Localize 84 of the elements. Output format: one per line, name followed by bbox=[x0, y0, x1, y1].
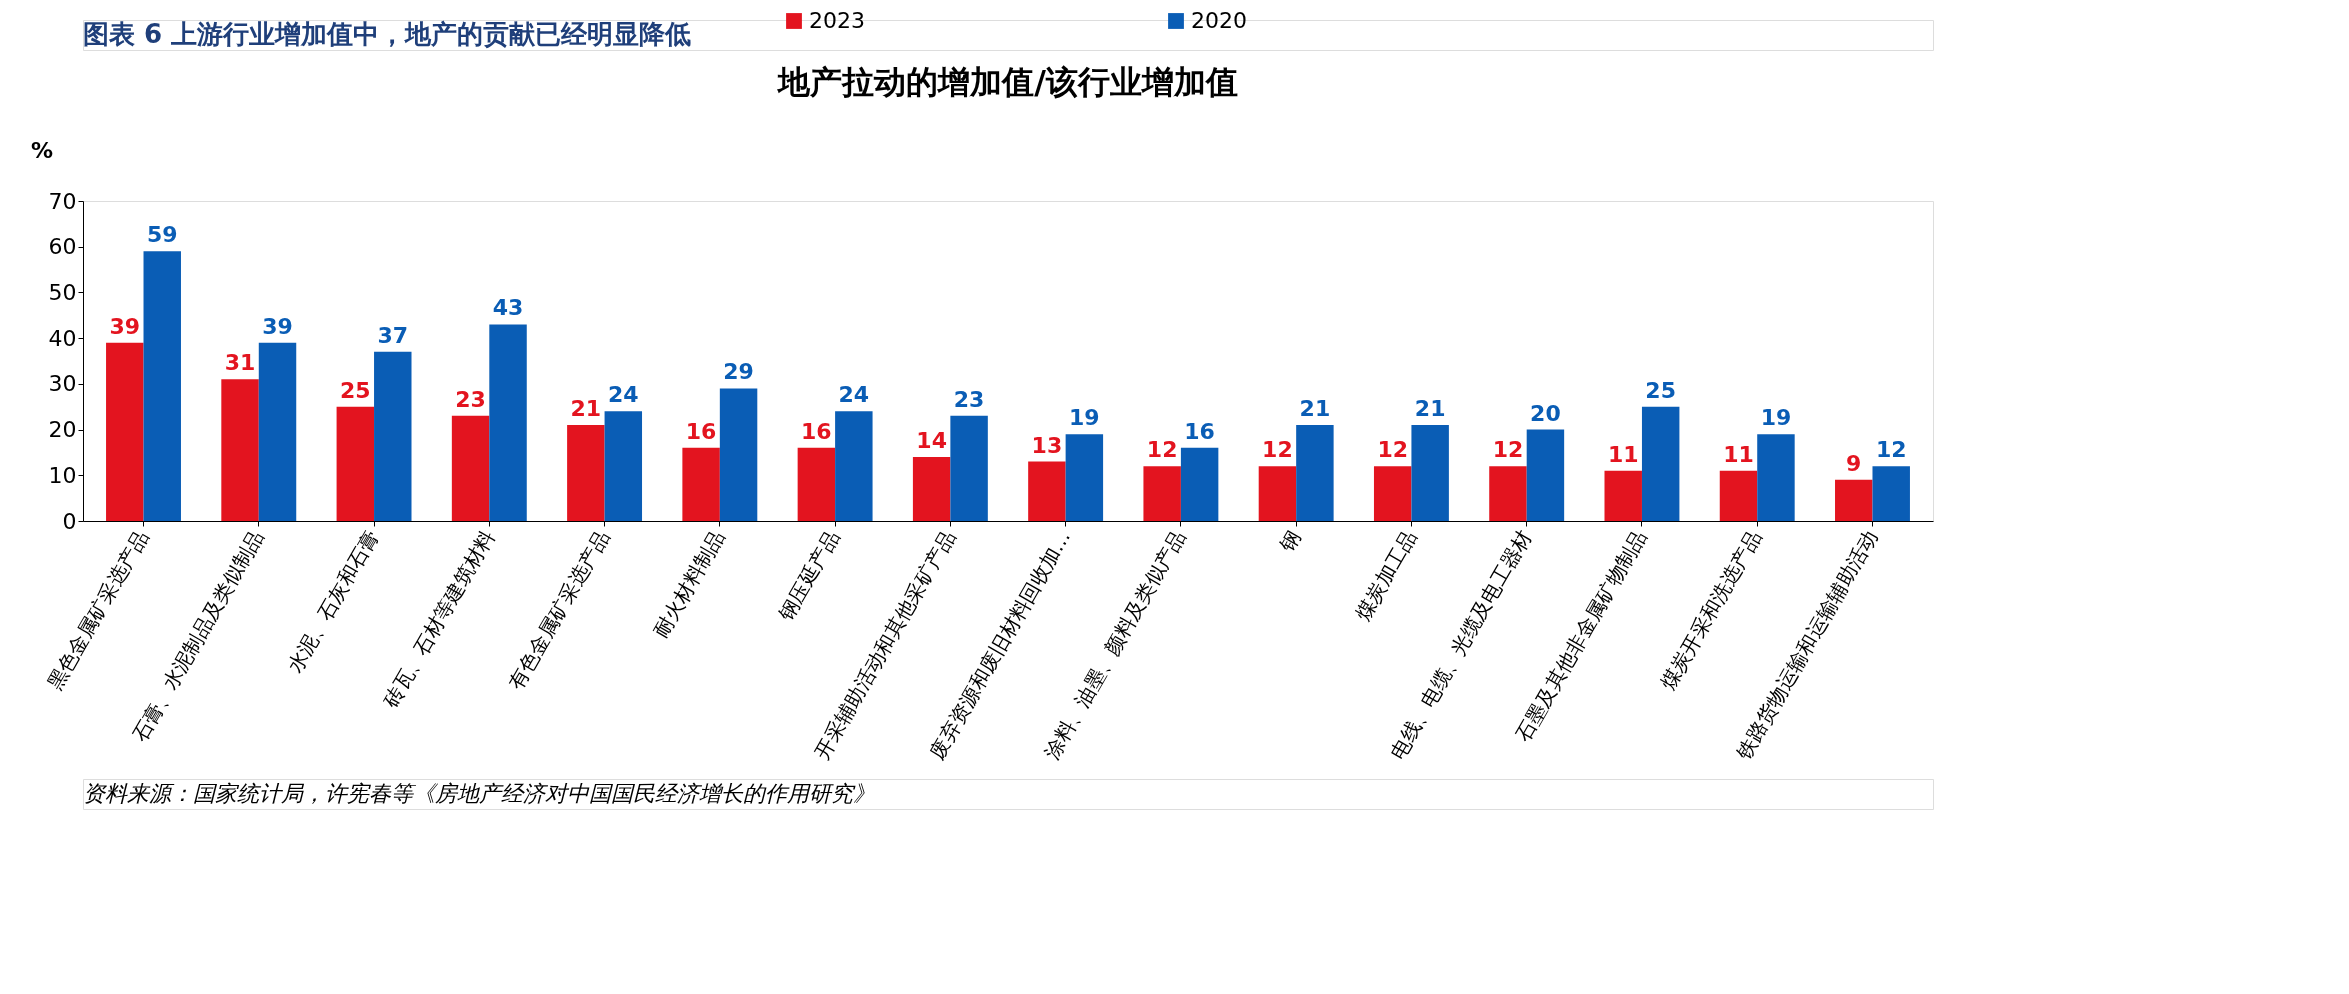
data-label: 25 bbox=[1645, 377, 1676, 403]
data-label: 16 bbox=[1184, 418, 1215, 444]
bar bbox=[1028, 461, 1066, 521]
data-label: 20 bbox=[1530, 400, 1561, 426]
bar bbox=[1296, 425, 1334, 521]
bar bbox=[258, 342, 297, 521]
bar bbox=[106, 342, 144, 521]
data-label: 39 bbox=[109, 313, 141, 339]
data-label: 12 bbox=[1875, 437, 1907, 463]
bar bbox=[950, 415, 988, 521]
bar bbox=[336, 406, 375, 521]
data-label: 21 bbox=[570, 396, 602, 421]
data-label: 29 bbox=[723, 359, 754, 385]
bar bbox=[1835, 479, 1873, 521]
bar bbox=[1526, 429, 1565, 521]
bar bbox=[1719, 470, 1758, 521]
data-label: 39 bbox=[262, 313, 293, 339]
data-label: 25 bbox=[340, 377, 371, 403]
y-tick-label: 60 bbox=[48, 234, 77, 260]
bar bbox=[1872, 466, 1910, 521]
data-label: 37 bbox=[377, 322, 409, 348]
y-tick-label: 30 bbox=[48, 371, 77, 397]
bar bbox=[1489, 466, 1527, 521]
data-label: 16 bbox=[801, 418, 832, 444]
x-tick-label: 有色金属矿采选产品 bbox=[503, 526, 615, 694]
x-tick-label: 钢 bbox=[1274, 526, 1306, 557]
data-label: 11 bbox=[1607, 441, 1639, 467]
y-tick-label: 20 bbox=[48, 417, 77, 443]
bar bbox=[1604, 470, 1642, 521]
x-tick-label: 煤炭加工品 bbox=[1350, 526, 1421, 625]
data-label: 43 bbox=[492, 295, 524, 321]
data-label: 24 bbox=[607, 382, 639, 408]
data-label: 11 bbox=[1723, 441, 1754, 467]
y-tick-label: 0 bbox=[62, 508, 77, 534]
data-label: 12 bbox=[1146, 437, 1178, 463]
x-tick-label: 钢压延产品 bbox=[773, 526, 845, 626]
chart-title: 图表 6 上游行业增加值中，地产的贡献已经明显降低 bbox=[83, 19, 692, 49]
data-label: 16 bbox=[685, 418, 717, 444]
bar bbox=[143, 251, 181, 521]
data-label: 14 bbox=[916, 428, 947, 453]
data-label: 12 bbox=[1492, 437, 1524, 463]
data-label: 59 bbox=[146, 222, 178, 248]
bar bbox=[451, 415, 490, 521]
data-label: 23 bbox=[455, 386, 486, 412]
data-label: 13 bbox=[1031, 432, 1063, 458]
legend-label: 2023 bbox=[809, 8, 865, 33]
data-label: 21 bbox=[1414, 396, 1446, 421]
text: 资料来源：国家统计局，许宪春等《房地产经济对中国国民经济增长的作用研究》 bbox=[83, 781, 875, 806]
x-tick-label: 煤炭开采和洗选产品 bbox=[1655, 526, 1767, 694]
data-label: 12 bbox=[1377, 437, 1409, 463]
bar bbox=[719, 388, 758, 521]
bar bbox=[1373, 466, 1412, 521]
data-label: 19 bbox=[1760, 405, 1792, 431]
y-tick-label: 40 bbox=[48, 325, 77, 351]
bar bbox=[912, 457, 951, 521]
bar bbox=[682, 447, 720, 521]
y-tick-label: 50 bbox=[48, 279, 77, 305]
bar bbox=[1065, 434, 1104, 521]
data-label: 21 bbox=[1299, 396, 1331, 421]
data-label: 12 bbox=[1262, 437, 1293, 463]
data-label: 19 bbox=[1069, 405, 1100, 431]
bar bbox=[1143, 466, 1181, 521]
chart-subtitle: 地产拉动的增加值/该行业增加值 bbox=[776, 63, 1238, 101]
bar bbox=[489, 324, 527, 521]
bar bbox=[1757, 434, 1795, 521]
bar bbox=[835, 411, 873, 521]
bar bbox=[1258, 466, 1297, 521]
bar bbox=[374, 351, 412, 521]
data-label: 24 bbox=[838, 382, 870, 408]
bar bbox=[1411, 425, 1449, 521]
bar bbox=[1641, 406, 1680, 521]
bar bbox=[1180, 447, 1219, 521]
data-label: 9 bbox=[1846, 450, 1862, 476]
legend-label: 2020 bbox=[1191, 8, 1247, 33]
bar bbox=[567, 425, 605, 521]
bar bbox=[604, 411, 643, 521]
y-tick-label: 10 bbox=[48, 462, 77, 488]
x-tick-label: 耐火材料制品 bbox=[648, 526, 730, 642]
data-label: 23 bbox=[953, 386, 985, 412]
y-axis-title: % bbox=[30, 138, 53, 163]
bar bbox=[797, 447, 836, 521]
y-tick-label: 70 bbox=[48, 188, 77, 214]
bar bbox=[221, 379, 259, 521]
data-label: 31 bbox=[224, 350, 256, 376]
